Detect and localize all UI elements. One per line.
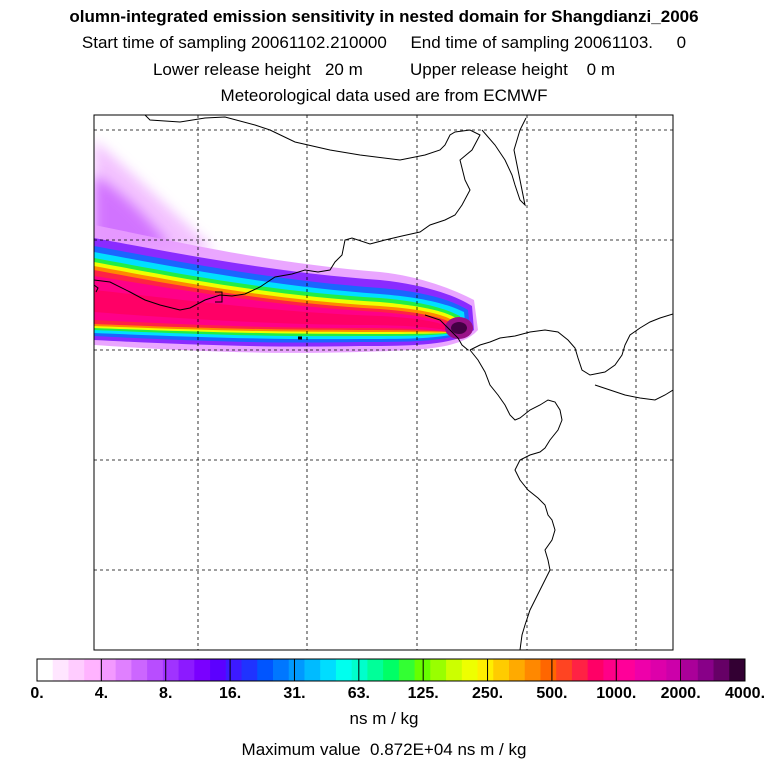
plume-layer [94, 140, 478, 353]
colorbar-cell [210, 659, 227, 681]
colorbar-tick-label: 4000. [724, 685, 766, 702]
colorbar-cell [115, 659, 132, 681]
colorbar-cell [587, 659, 604, 681]
colorbar-cell [682, 659, 699, 681]
colorbar-cell [335, 659, 353, 681]
colorbar-cell [430, 659, 447, 681]
colorbar-cell [194, 659, 211, 681]
coastline-northeast [481, 117, 527, 207]
colorbar-tick-label: 500. [536, 685, 568, 702]
colorbar-cell [288, 659, 305, 681]
colorbar-tick-label: 1000. [596, 685, 637, 702]
colorbar-cell [509, 659, 526, 681]
plume-source-core [451, 322, 467, 334]
colorbar-cell [446, 659, 463, 681]
colorbar-cell [225, 659, 243, 681]
coastline-east [469, 349, 563, 650]
colorbar-cell [556, 659, 573, 681]
colorbar-cell [241, 659, 258, 681]
colorbar-cell [697, 659, 715, 681]
colorbar-cell [367, 659, 384, 681]
colorbar-tick-label: 8. [159, 685, 173, 702]
colorbar-cell [147, 659, 164, 681]
colorbar-cell [524, 659, 541, 681]
chart-title: olumn-integrated emission sensitivity in… [69, 7, 699, 26]
colorbar-cell [729, 659, 746, 681]
colorbar-tick-label: 0. [30, 685, 44, 702]
colorbar-cell [84, 659, 101, 681]
colorbar-cell [713, 659, 730, 681]
colorbar-tick-label: 125. [407, 685, 439, 702]
colorbar-cell [99, 659, 117, 681]
colorbar-tick-label: 63. [347, 685, 370, 702]
coastline-bay [424, 314, 469, 351]
coastline-north [94, 115, 481, 311]
colorbar-tick-label: 2000. [660, 685, 701, 702]
colorbar-cell [68, 659, 85, 681]
colorbar-tick-label: 31. [283, 685, 306, 702]
west-marker [94, 284, 99, 293]
plume-band-magenta-inner [94, 290, 446, 330]
met-data-line: Meteorological data used are from ECMWF [220, 86, 548, 105]
colorbar-cell [383, 659, 400, 681]
colorbar-cell [320, 659, 337, 681]
colorbar-cell [619, 659, 636, 681]
colorbar-cell [162, 659, 180, 681]
colorbar-cell [304, 659, 321, 681]
colorbar-cell [52, 659, 69, 681]
coastline-layer [94, 115, 673, 650]
colorbar-cell [37, 659, 54, 681]
colorbar-cell [257, 659, 274, 681]
lake-marker [215, 291, 223, 303]
coastline-southeast [594, 384, 673, 401]
colorbar-cell [493, 659, 510, 681]
colorbar-cell [477, 659, 494, 681]
colorbar-cell [273, 659, 290, 681]
colorbar-cell [666, 659, 683, 681]
release-height-line: Lower release height 20 m Upper release … [152, 60, 616, 79]
map-frame [93, 114, 674, 651]
colorbar-cell [603, 659, 620, 681]
colorbar-cell [178, 659, 195, 681]
maximum-value-text: Maximum value 0.872E+04 ns m / kg [241, 740, 527, 759]
colorbar-tick-label: 4. [94, 685, 109, 702]
colorbar-units: ns m / kg [349, 709, 419, 728]
coastline-peninsula [469, 313, 673, 376]
sampling-time-line: Start time of sampling 20061102.210000 E… [81, 33, 687, 52]
colorbar-cell [461, 659, 479, 681]
colorbar-cell [571, 659, 589, 681]
colorbar-tick-label: 250. [471, 685, 504, 702]
colorbar-cell [351, 659, 368, 681]
colorbar-cell [650, 659, 667, 681]
colorbar-cell [634, 659, 652, 681]
colorbar [36, 658, 746, 682]
colorbar-cell [131, 659, 148, 681]
colorbar-cell [398, 659, 416, 681]
graticule [94, 115, 673, 650]
colorbar-cell [540, 659, 557, 681]
colorbar-tick-label: 16. [218, 685, 242, 702]
